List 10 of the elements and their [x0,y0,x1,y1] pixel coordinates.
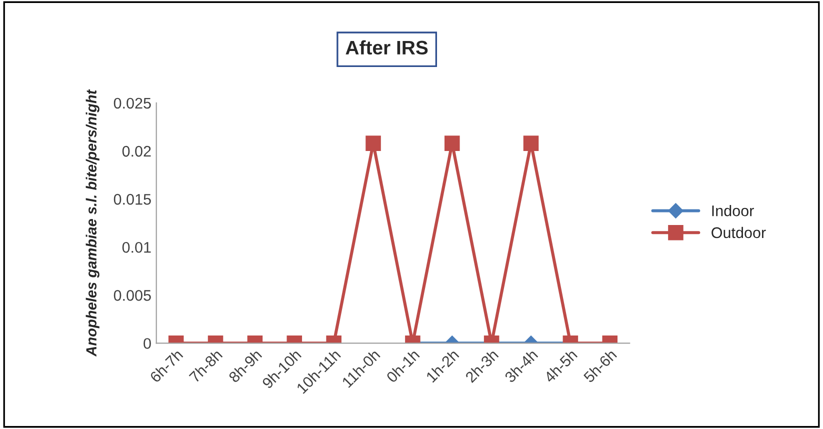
y-tick-label: 0.02 [122,146,151,157]
y-axis-title: Anopheles gambiae s.l. bite/pers/night [86,89,100,357]
legend-label: Indoor [712,205,754,216]
y-tick-label: 0 [144,338,151,349]
legend-label: Outdoor [712,226,766,238]
y-tick-label: 0.01 [122,242,151,253]
y-tick-label: 0.005 [114,290,151,301]
chart-title: After IRS [346,40,428,55]
y-tick-label: 0.015 [114,194,151,205]
y-tick-label: 0.025 [114,98,151,109]
